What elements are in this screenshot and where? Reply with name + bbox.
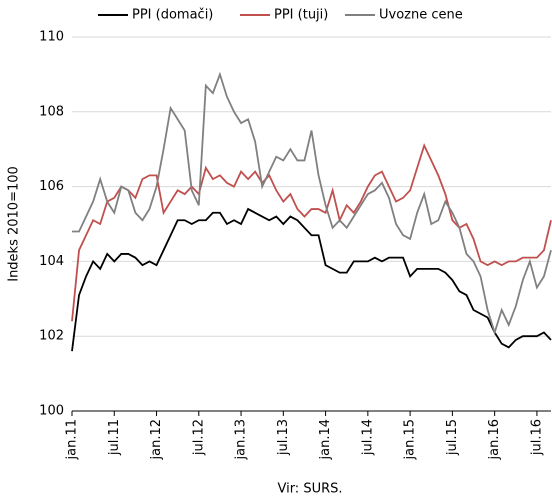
y-tick-label: 100 bbox=[39, 404, 64, 419]
series-line bbox=[71, 207, 552, 352]
x-tick-label: jan.13 bbox=[234, 419, 249, 461]
y-tick-label: 110 bbox=[39, 30, 64, 45]
legend-label: Uvozne cene bbox=[379, 8, 463, 23]
series-line bbox=[72, 71, 552, 336]
y-tick-label: 102 bbox=[39, 329, 64, 344]
legend-label: PPI (tuji) bbox=[274, 8, 328, 23]
x-tick-label: jan.16 bbox=[487, 419, 502, 461]
x-tick-label: jul.13 bbox=[276, 419, 291, 456]
x-tick-label: jul.15 bbox=[445, 419, 460, 456]
y-tick-label: 108 bbox=[39, 104, 64, 119]
y-tick-label: 106 bbox=[39, 179, 64, 194]
y-tick-label: 104 bbox=[39, 254, 64, 269]
source-note: Vir: SURS. bbox=[277, 482, 342, 497]
legend-label: PPI (domači) bbox=[132, 8, 213, 23]
x-tick-label: jan.12 bbox=[149, 419, 164, 461]
x-tick-label: jan.14 bbox=[318, 419, 333, 461]
x-tick-label: jan.15 bbox=[403, 419, 418, 461]
y-axis-label: Indeks 2010=100 bbox=[7, 166, 22, 282]
x-tick-label: jul.12 bbox=[191, 419, 206, 456]
x-tick-label: jul.16 bbox=[529, 419, 544, 456]
x-tick-label: jul.14 bbox=[360, 419, 375, 456]
series-line bbox=[71, 142, 552, 322]
x-tick-label: jul.11 bbox=[107, 419, 122, 456]
x-tick-label: jan.11 bbox=[65, 419, 80, 461]
